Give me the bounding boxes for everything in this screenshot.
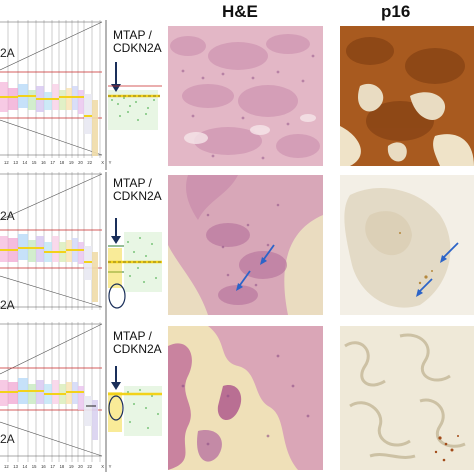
tick-label: 14 (22, 464, 28, 469)
he-tissue-svg (168, 175, 323, 315)
he-image-row-3 (168, 326, 323, 470)
tick-label: Y (108, 464, 112, 469)
tick-label: X (101, 464, 105, 469)
tick-label: 18 (59, 464, 65, 469)
tick-label: 19 (68, 464, 74, 469)
p16-image-row-1 (340, 26, 474, 166)
tick-label: Y (108, 160, 112, 165)
tick-label: 15 (31, 160, 37, 165)
edge-label-bottom: 2A (0, 432, 15, 446)
gene-label-line-2: CDKN2A (113, 41, 162, 55)
tick-label: 14 (22, 160, 28, 165)
chromosome-tick-labels: 12 13 14 15 16 17 18 19 20 22 X Y (4, 464, 116, 469)
copy-number-plot-row-3: 12 13 14 15 16 17 18 19 20 22 X Y MTAP / CDKN2A 2A (0, 322, 168, 472)
tick-label: 16 (41, 464, 46, 469)
tick-label: 20 (78, 464, 83, 469)
tick-label: 13 (13, 160, 18, 165)
p16-image-row-3 (340, 326, 474, 470)
tick-label: 13 (13, 464, 18, 469)
gene-label: MTAP / CDKN2A (113, 29, 162, 55)
tick-label: 22 (87, 464, 93, 469)
he-tissue-svg (168, 326, 323, 470)
gene-label-line-2: CDKN2A (113, 342, 162, 356)
tick-label: 18 (59, 160, 65, 165)
gene-label-line-2: CDKN2A (113, 189, 162, 203)
tick-label: 12 (4, 160, 9, 165)
he-image-row-1 (168, 26, 323, 166)
tick-label: 20 (78, 160, 83, 165)
tick-label: 17 (50, 160, 55, 165)
tick-label: 15 (31, 464, 37, 469)
copy-number-plot-svg (0, 20, 162, 170)
tick-label: 12 (4, 464, 9, 469)
he-tissue-svg (168, 26, 323, 166)
copy-number-plot-row-1: 12 13 14 15 16 17 18 19 20 22 X Y MTAP / CDKN2A 2A (0, 20, 168, 170)
tick-label: 19 (68, 160, 74, 165)
edge-label-top: 2A (0, 46, 15, 60)
he-image-row-2 (168, 175, 323, 315)
p16-tissue-svg (340, 175, 474, 315)
p16-tissue-svg (340, 326, 474, 470)
p16-tissue-svg (340, 26, 474, 166)
tick-label: 16 (41, 160, 46, 165)
gene-label: MTAP / CDKN2A (113, 177, 162, 203)
tick-label: 17 (50, 464, 55, 469)
copy-number-plot-svg (0, 172, 162, 322)
gene-label-line-1: MTAP / (113, 329, 152, 343)
tick-label: X (101, 160, 105, 165)
copy-number-plot-svg (0, 322, 162, 472)
tick-label: 22 (87, 160, 93, 165)
gene-label-line-1: MTAP / (113, 176, 152, 190)
he-column-title: H&E (222, 2, 258, 21)
copy-number-plot-row-2: MTAP / CDKN2A 2A 2A (0, 172, 168, 322)
gene-label-line-1: MTAP / (113, 28, 152, 42)
edge-label-bottom: 2A (0, 298, 15, 312)
edge-label-top: 2A (0, 209, 15, 223)
gene-label: MTAP / CDKN2A (113, 330, 162, 356)
p16-image-row-2 (340, 175, 474, 315)
chromosome-tick-labels: 12 13 14 15 16 17 18 19 20 22 X Y (4, 160, 116, 165)
p16-column-title: p16 (381, 2, 411, 21)
